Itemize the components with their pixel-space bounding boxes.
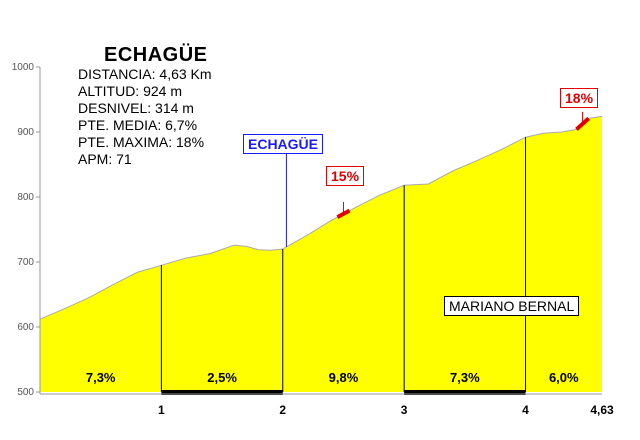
segment-gradients: 7,3% 2,5% 9,8% 7,3% 6,0% xyxy=(86,370,579,385)
segment-label-0: 7,3% xyxy=(86,370,116,385)
elevation-line xyxy=(39,115,603,320)
x-tick-label-3: 4 xyxy=(522,403,529,417)
x-tick-label-2: 3 xyxy=(401,403,408,417)
y-tick-label-1: 600 xyxy=(17,322,34,333)
segment-label-4: 6,0% xyxy=(549,370,579,385)
place-label-mariano-bernal: MARIANO BERNAL xyxy=(444,296,580,316)
x-tick-label-4: 4,63 xyxy=(590,403,614,417)
segment-label-1: 2,5% xyxy=(207,370,237,385)
y-tick-label-3: 800 xyxy=(17,192,34,203)
place-label-echague: ECHAGÜE xyxy=(243,134,324,154)
chart-title: ECHAGÜE xyxy=(104,44,208,66)
annotation-lines xyxy=(285,111,590,247)
stat-elevation-gain: DESNIVEL: 314 m xyxy=(78,100,194,116)
x-tick-label-0: 1 xyxy=(158,403,165,417)
y-tick-label-2: 700 xyxy=(17,257,34,268)
segment-label-2: 9,8% xyxy=(329,370,359,385)
stat-altitude: ALTITUD: 924 m xyxy=(78,83,182,99)
km-bar-0 xyxy=(161,390,283,395)
elevation-area xyxy=(40,116,602,393)
stat-apm: APM: 71 xyxy=(78,151,132,167)
stat-average-gradient: PTE. MEDIA: 6,7% xyxy=(78,117,198,133)
gradient-label-15: 15% xyxy=(326,166,365,186)
axes: 500 600 700 800 900 1000 1 2 3 4 4,63 xyxy=(12,62,614,417)
y-tick-label-5: 1000 xyxy=(12,62,35,73)
y-tick-label-0: 500 xyxy=(17,387,34,398)
segment-label-3: 7,3% xyxy=(450,370,480,385)
km-bar-1 xyxy=(404,390,526,395)
stats-block: DISTANCIA: 4,63 Km ALTITUD: 924 m DESNIV… xyxy=(78,66,212,168)
km-bars xyxy=(161,390,526,395)
x-tick-label-1: 2 xyxy=(279,403,286,417)
gradient-label-18: 18% xyxy=(560,88,599,108)
stat-distance: DISTANCIA: 4,63 Km xyxy=(78,66,212,82)
y-tick-label-4: 900 xyxy=(17,127,34,138)
stat-max-gradient: PTE. MAXIMA: 18% xyxy=(78,134,205,150)
km-dividers xyxy=(160,137,527,392)
